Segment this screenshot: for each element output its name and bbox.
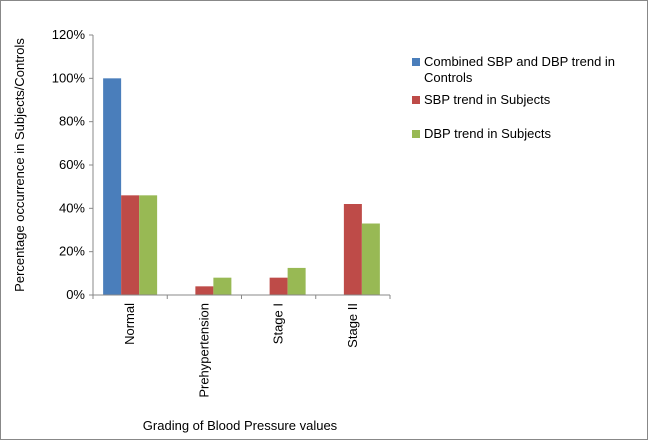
legend: Combined SBP and DBP trend in Controls SB… [412, 54, 642, 148]
bar [287, 267, 306, 295]
legend-item: DBP trend in Subjects [412, 126, 642, 142]
x-axis-title: Grading of Blood Pressure values [143, 418, 338, 433]
legend-item: Combined SBP and DBP trend in Controls [412, 54, 642, 86]
legend-label: DBP trend in Subjects [424, 126, 551, 141]
legend-item: SBP trend in Subjects [412, 92, 642, 108]
y-tick-label: 40% [59, 200, 85, 215]
y-tick-label: 20% [59, 244, 85, 259]
legend-swatch [412, 96, 420, 104]
bar [269, 277, 288, 295]
y-tick-label: 100% [52, 70, 86, 85]
bar [195, 286, 214, 295]
legend-label: Combined SBP and DBP trend in Controls [424, 54, 616, 85]
y-axis-title: Percentage occurrence in Subjects/Contro… [12, 38, 27, 292]
y-tick-label: 60% [59, 157, 85, 172]
bar [213, 277, 232, 295]
bar [103, 78, 122, 295]
x-tick-label: Normal [122, 303, 137, 345]
legend-swatch [412, 58, 420, 66]
legend-swatch [412, 130, 420, 138]
x-tick-label: Stage II [345, 303, 360, 348]
bar [121, 195, 140, 295]
bar [343, 204, 362, 295]
bar [139, 195, 158, 295]
y-tick-label: 0% [66, 287, 85, 302]
y-tick-label: 80% [59, 114, 85, 129]
y-tick-label: 120% [52, 27, 86, 42]
x-tick-label: Prehypertension [196, 303, 211, 398]
bar [361, 223, 380, 295]
legend-label: SBP trend in Subjects [424, 92, 551, 107]
x-tick-label: Stage I [271, 303, 286, 344]
